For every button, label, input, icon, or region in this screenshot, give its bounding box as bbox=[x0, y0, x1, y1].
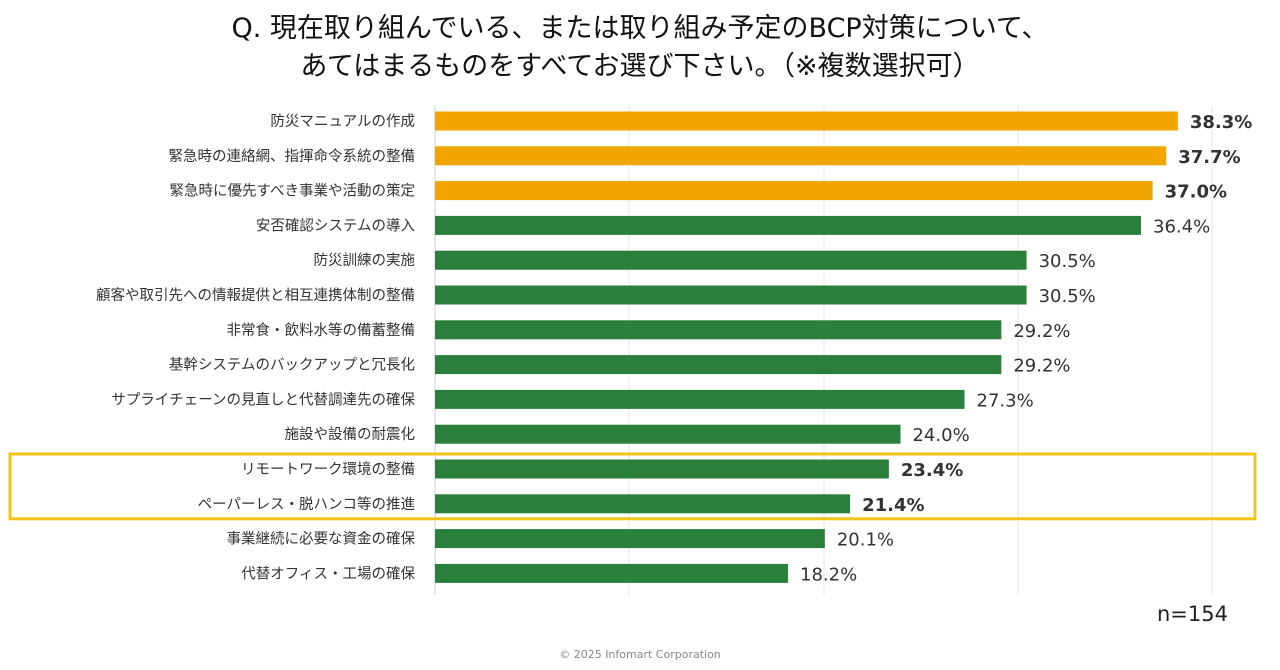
title-line-1: Q. 現在取り組んでいる、または取り組み予定のBCP対策について、 bbox=[231, 13, 1049, 44]
value-label: 20.1% bbox=[837, 530, 894, 551]
copyright-footer: © 2025 Infomart Corporation bbox=[559, 648, 721, 661]
bar bbox=[435, 285, 1027, 305]
bar bbox=[435, 459, 889, 479]
chart-title: Q. 現在取り組んでいる、または取り組み予定のBCP対策について、 あてはまるも… bbox=[0, 10, 1280, 86]
category-label: 緊急時に優先すべき事業や活動の策定 bbox=[170, 183, 415, 200]
bar bbox=[435, 494, 851, 514]
category-label: 安否確認システムの導入 bbox=[256, 217, 415, 234]
category-label: 防災マニュアルの作成 bbox=[270, 113, 415, 130]
category-label: リモートワーク環境の整備 bbox=[241, 460, 415, 478]
value-label: 18.2% bbox=[800, 564, 857, 585]
category-label: 事業継続に必要な資金の確保 bbox=[227, 531, 416, 548]
bar bbox=[435, 424, 901, 444]
highlight-box bbox=[8, 452, 1257, 521]
category-label: 緊急時の連絡網、指揮命令系統の整備 bbox=[169, 147, 416, 165]
value-label: 29.2% bbox=[1013, 356, 1070, 377]
category-label: 代替オフィス・工場の確保 bbox=[241, 565, 415, 582]
sample-size-label: n=154 bbox=[1157, 602, 1228, 626]
bar bbox=[435, 111, 1178, 131]
value-label: 24.0% bbox=[912, 425, 969, 446]
bar bbox=[435, 250, 1027, 270]
bar bbox=[435, 563, 788, 583]
bar bbox=[435, 215, 1141, 235]
category-label: 基幹システムのバックアップと冗長化 bbox=[169, 356, 415, 374]
category-label: 防災訓練の実施 bbox=[314, 252, 416, 269]
value-label: 23.4% bbox=[901, 460, 963, 481]
bar bbox=[435, 389, 965, 409]
bar bbox=[435, 181, 1153, 201]
bar bbox=[435, 320, 1002, 340]
value-label: 27.3% bbox=[977, 390, 1034, 411]
category-label: 施設や設備の耐震化 bbox=[285, 426, 416, 443]
value-label: 30.5% bbox=[1039, 251, 1096, 272]
value-label: 29.2% bbox=[1013, 321, 1070, 342]
title-line-2: あてはまるものをすべてお選び下さい。（※複数選択可） bbox=[300, 51, 980, 82]
value-label: 38.3% bbox=[1190, 112, 1252, 133]
bar bbox=[435, 529, 825, 549]
category-label: サプライチェーンの見直しと代替調達先の確保 bbox=[111, 391, 415, 408]
bar bbox=[435, 146, 1167, 166]
value-label: 37.0% bbox=[1165, 182, 1227, 203]
value-label: 30.5% bbox=[1039, 286, 1096, 307]
category-label: 非常食・飲料水等の備蓄整備 bbox=[227, 321, 416, 339]
category-label: ペーパーレス・脱ハンコ等の推進 bbox=[198, 495, 416, 513]
value-label: 36.4% bbox=[1153, 216, 1210, 237]
category-label: 顧客や取引先への情報提供と相互連携体制の整備 bbox=[96, 287, 415, 304]
bar bbox=[435, 355, 1002, 375]
value-label: 21.4% bbox=[862, 495, 924, 516]
value-label: 37.7% bbox=[1178, 147, 1240, 168]
